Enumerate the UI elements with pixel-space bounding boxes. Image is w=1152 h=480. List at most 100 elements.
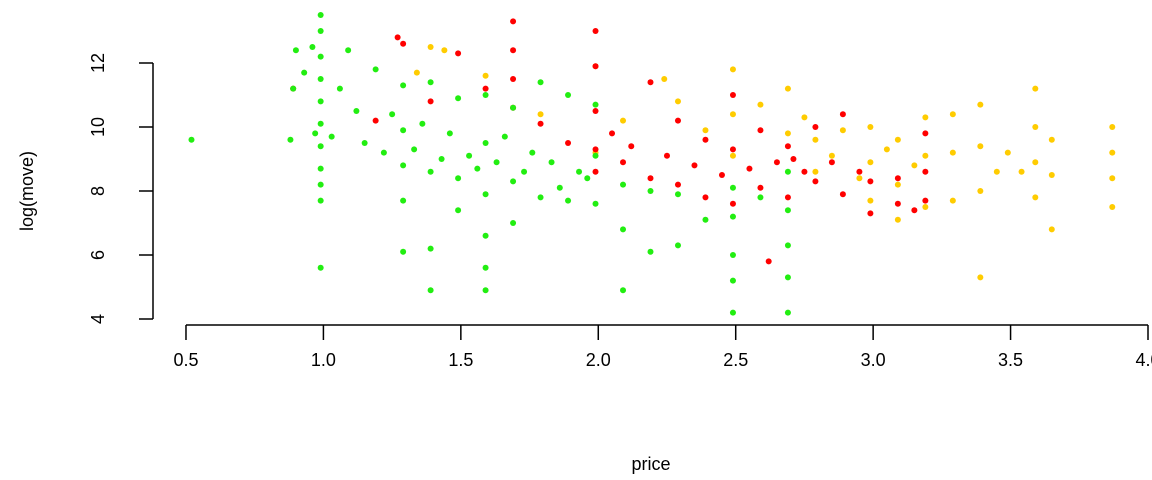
x-tick-label: 2.0: [586, 350, 611, 370]
point: [287, 136, 294, 143]
point: [674, 117, 681, 124]
point: [1032, 159, 1039, 166]
point: [317, 165, 324, 172]
point: [584, 175, 591, 182]
point: [317, 12, 324, 18]
point: [663, 152, 670, 159]
point: [510, 18, 517, 25]
point: [309, 44, 316, 50]
point: [455, 175, 462, 182]
point: [839, 111, 846, 118]
point: [482, 92, 489, 98]
point: [380, 149, 387, 156]
y-tick-label: 12: [88, 53, 108, 73]
point: [592, 101, 599, 108]
point: [1048, 172, 1055, 178]
point: [729, 92, 736, 98]
point: [317, 98, 324, 105]
x-tick-label: 1.0: [311, 350, 336, 370]
point: [510, 220, 517, 226]
point: [702, 136, 709, 143]
point: [856, 168, 863, 175]
point: [400, 248, 407, 255]
point: [620, 181, 627, 188]
point: [894, 181, 901, 188]
point: [993, 168, 1000, 175]
point: [317, 264, 324, 271]
point: [565, 140, 572, 146]
point: [427, 168, 434, 175]
point: [977, 274, 984, 281]
point: [812, 168, 819, 175]
point: [729, 277, 736, 284]
x-axis-label: price: [631, 454, 670, 474]
point: [290, 85, 297, 92]
point: [784, 143, 791, 150]
point: [441, 47, 448, 54]
point: [729, 111, 736, 118]
point: [482, 264, 489, 271]
point: [455, 50, 462, 57]
point: [894, 175, 901, 182]
point: [894, 200, 901, 207]
point: [856, 175, 863, 182]
point: [419, 120, 426, 127]
point: [482, 232, 489, 239]
point: [400, 127, 407, 134]
point: [801, 168, 808, 175]
point: [867, 178, 874, 185]
point: [537, 194, 544, 201]
point: [372, 66, 379, 73]
point: [867, 124, 874, 130]
point: [757, 101, 764, 108]
point: [317, 53, 324, 60]
x-tick-label: 1.5: [448, 350, 473, 370]
point: [867, 159, 874, 166]
point: [455, 207, 462, 214]
point: [812, 136, 819, 143]
point: [1109, 175, 1116, 182]
point: [765, 258, 772, 265]
point: [784, 168, 791, 175]
point: [691, 162, 698, 169]
point: [911, 162, 918, 169]
point: [949, 111, 956, 118]
x-tick-label: 3.5: [998, 350, 1023, 370]
point: [812, 178, 819, 185]
point: [702, 127, 709, 134]
point: [466, 152, 473, 159]
point: [729, 66, 736, 73]
point: [1109, 204, 1116, 210]
point: [647, 248, 654, 255]
point: [394, 34, 401, 41]
point: [784, 309, 791, 316]
point: [510, 104, 517, 111]
point: [949, 197, 956, 204]
point: [548, 159, 555, 166]
point: [529, 149, 536, 156]
point: [493, 159, 500, 166]
point: [883, 146, 890, 153]
point: [592, 200, 599, 207]
point: [1032, 124, 1039, 130]
point: [427, 44, 434, 50]
point: [427, 245, 434, 252]
x-tick-label: 2.5: [723, 350, 748, 370]
point: [718, 172, 725, 178]
point: [317, 143, 324, 150]
point: [757, 184, 764, 191]
point: [647, 188, 654, 194]
point: [474, 165, 481, 172]
x-tick-label: 0.5: [173, 350, 198, 370]
point: [565, 197, 572, 204]
point: [647, 175, 654, 182]
point: [757, 127, 764, 134]
point: [400, 40, 407, 47]
point: [702, 194, 709, 201]
point: [400, 162, 407, 169]
point: [188, 136, 195, 143]
x-tick-label: 3.0: [861, 350, 886, 370]
point: [977, 188, 984, 194]
point: [427, 79, 434, 86]
